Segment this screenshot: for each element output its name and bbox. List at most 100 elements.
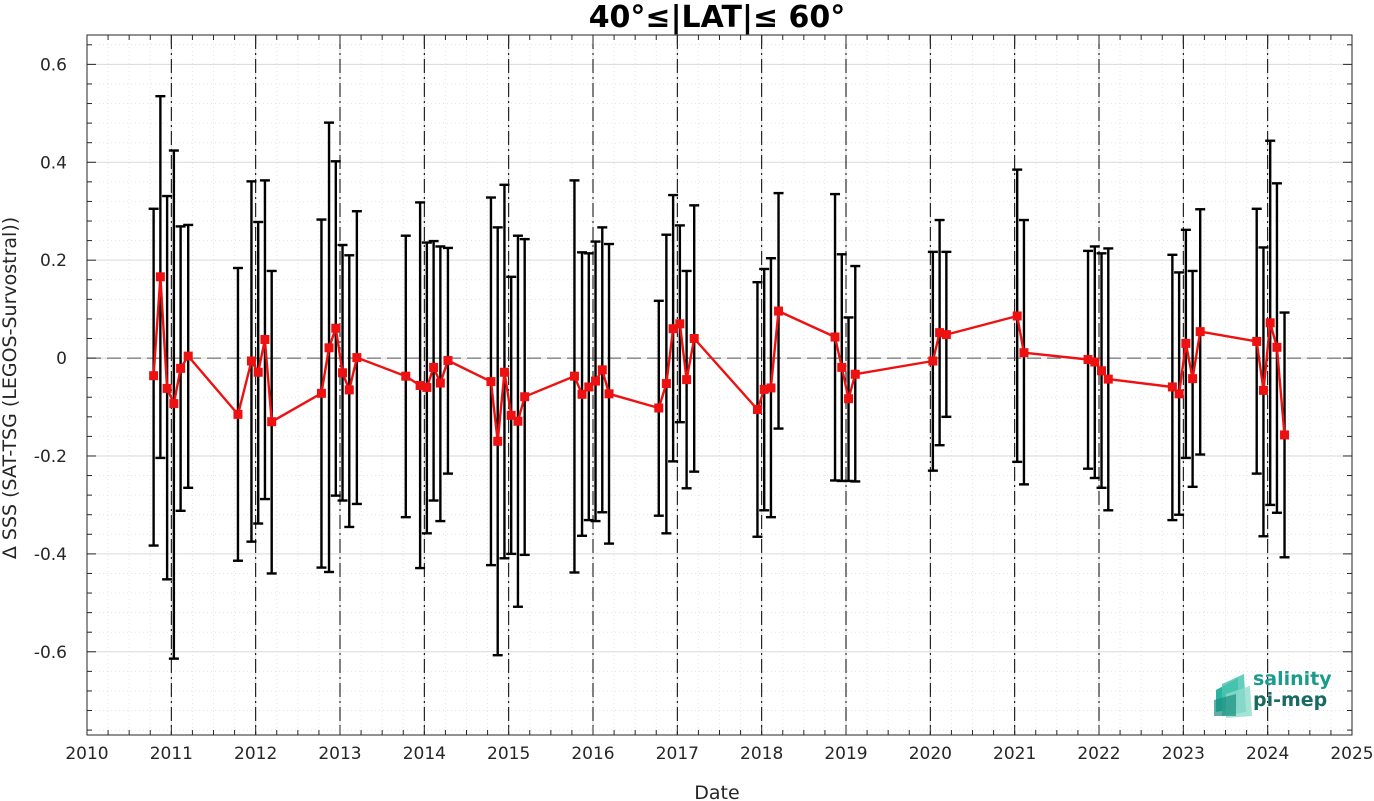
data-point	[1103, 374, 1113, 384]
chart-title: 40°≤|LAT|≤ 60°	[589, 0, 846, 35]
data-point	[520, 392, 530, 402]
x-tick-label: 2025	[1330, 744, 1373, 764]
x-tick-label: 2014	[403, 744, 446, 764]
x-tick-label: 2017	[656, 744, 699, 764]
data-point	[774, 306, 784, 316]
data-point	[331, 323, 341, 333]
data-point	[569, 371, 579, 381]
data-point	[675, 319, 685, 329]
logo-text-pi-mep: pi-mep	[1253, 689, 1327, 711]
data-point	[422, 382, 432, 392]
data-point	[1252, 336, 1262, 346]
data-point	[604, 389, 614, 399]
data-point	[233, 409, 243, 419]
data-point	[591, 376, 601, 386]
data-point	[401, 371, 411, 381]
data-point	[1258, 385, 1268, 395]
data-point	[1012, 311, 1022, 321]
salinity-pi-mep-logo: salinity pi-mep	[1214, 668, 1332, 718]
data-point	[1097, 366, 1107, 376]
data-point	[668, 324, 678, 334]
data-point	[246, 356, 256, 366]
x-tick-label: 2012	[234, 744, 277, 764]
x-tick-label: 2021	[993, 744, 1036, 764]
data-point	[162, 383, 172, 393]
data-point	[577, 389, 587, 399]
data-point	[1195, 327, 1205, 337]
data-point	[435, 378, 445, 388]
x-tick-label: 2022	[1077, 744, 1120, 764]
data-point	[443, 356, 453, 366]
x-tick-label: 2011	[150, 744, 193, 764]
data-point	[1181, 338, 1191, 348]
data-point	[941, 330, 951, 340]
x-tick-label: 2023	[1162, 744, 1205, 764]
y-tick-label: -0.6	[34, 643, 67, 663]
x-tick-label: 2015	[487, 744, 530, 764]
data-point	[1167, 382, 1177, 392]
data-point	[1265, 318, 1275, 328]
data-point	[352, 353, 362, 363]
data-point	[661, 379, 671, 389]
data-point	[169, 399, 179, 409]
y-axis-label: Δ SSS (SAT-TSG (LEGOS-Survostral))	[0, 217, 21, 559]
data-point	[597, 365, 607, 375]
x-tick-label: 2018	[740, 744, 783, 764]
x-tick-label: 2020	[909, 744, 952, 764]
data-point	[1188, 374, 1198, 384]
data-point	[584, 382, 594, 392]
data-point	[506, 410, 516, 420]
data-point	[493, 436, 503, 446]
y-tick-label: -0.4	[34, 545, 67, 565]
y-tick-label: 0.6	[40, 55, 67, 75]
data-point	[928, 356, 938, 366]
data-point	[316, 388, 326, 398]
plot-frame	[86, 34, 1353, 736]
data-point	[499, 367, 509, 377]
data-point	[766, 383, 776, 393]
logo-wave-icon	[1214, 674, 1252, 718]
x-tick-label: 2010	[65, 744, 108, 764]
y-tick-labels: 0.6 0.4 0.2 0 -0.2 -0.4 -0.6	[34, 55, 67, 662]
data-point	[752, 404, 762, 414]
data-point	[1019, 348, 1029, 358]
y-tick-label: 0.2	[40, 251, 67, 271]
year-marker-lines	[170, 35, 1269, 735]
x-tick-label: 2024	[1246, 744, 1289, 764]
x-tick-label: 2016	[571, 744, 614, 764]
data-point	[183, 351, 193, 361]
x-tick-label: 2013	[318, 744, 361, 764]
data-point	[1174, 389, 1184, 399]
data-point	[682, 375, 692, 385]
data-point	[654, 403, 664, 413]
x-tick-label: 2019	[824, 744, 867, 764]
data-point	[338, 368, 348, 378]
data-point	[513, 416, 523, 426]
data-point	[267, 417, 277, 427]
data-point	[324, 343, 334, 353]
data-point	[260, 334, 270, 344]
y-tick-label: 0.4	[40, 153, 67, 173]
data-point	[149, 371, 159, 381]
data-point	[689, 333, 699, 343]
data-point	[850, 369, 860, 379]
y-tick-label: 0	[56, 349, 67, 369]
data-point	[837, 362, 847, 372]
data-point	[1090, 357, 1100, 367]
series-markers	[149, 272, 1290, 446]
x-axis-label: Date	[694, 782, 739, 801]
data-point	[1272, 342, 1282, 352]
data-point	[253, 367, 263, 377]
data-point	[344, 385, 354, 395]
data-point	[1280, 430, 1290, 440]
y-tick-label: -0.2	[34, 447, 67, 467]
data-point	[429, 362, 439, 372]
data-point	[844, 394, 854, 404]
data-point	[486, 377, 496, 387]
x-tick-labels: 2010 2011 2012 2013 2014 2015 2016 2017 2018 2019…	[65, 744, 1373, 764]
data-point	[176, 363, 186, 373]
logo-text-salinity: salinity	[1253, 668, 1332, 690]
data-point	[830, 332, 840, 342]
data-point	[155, 272, 165, 282]
